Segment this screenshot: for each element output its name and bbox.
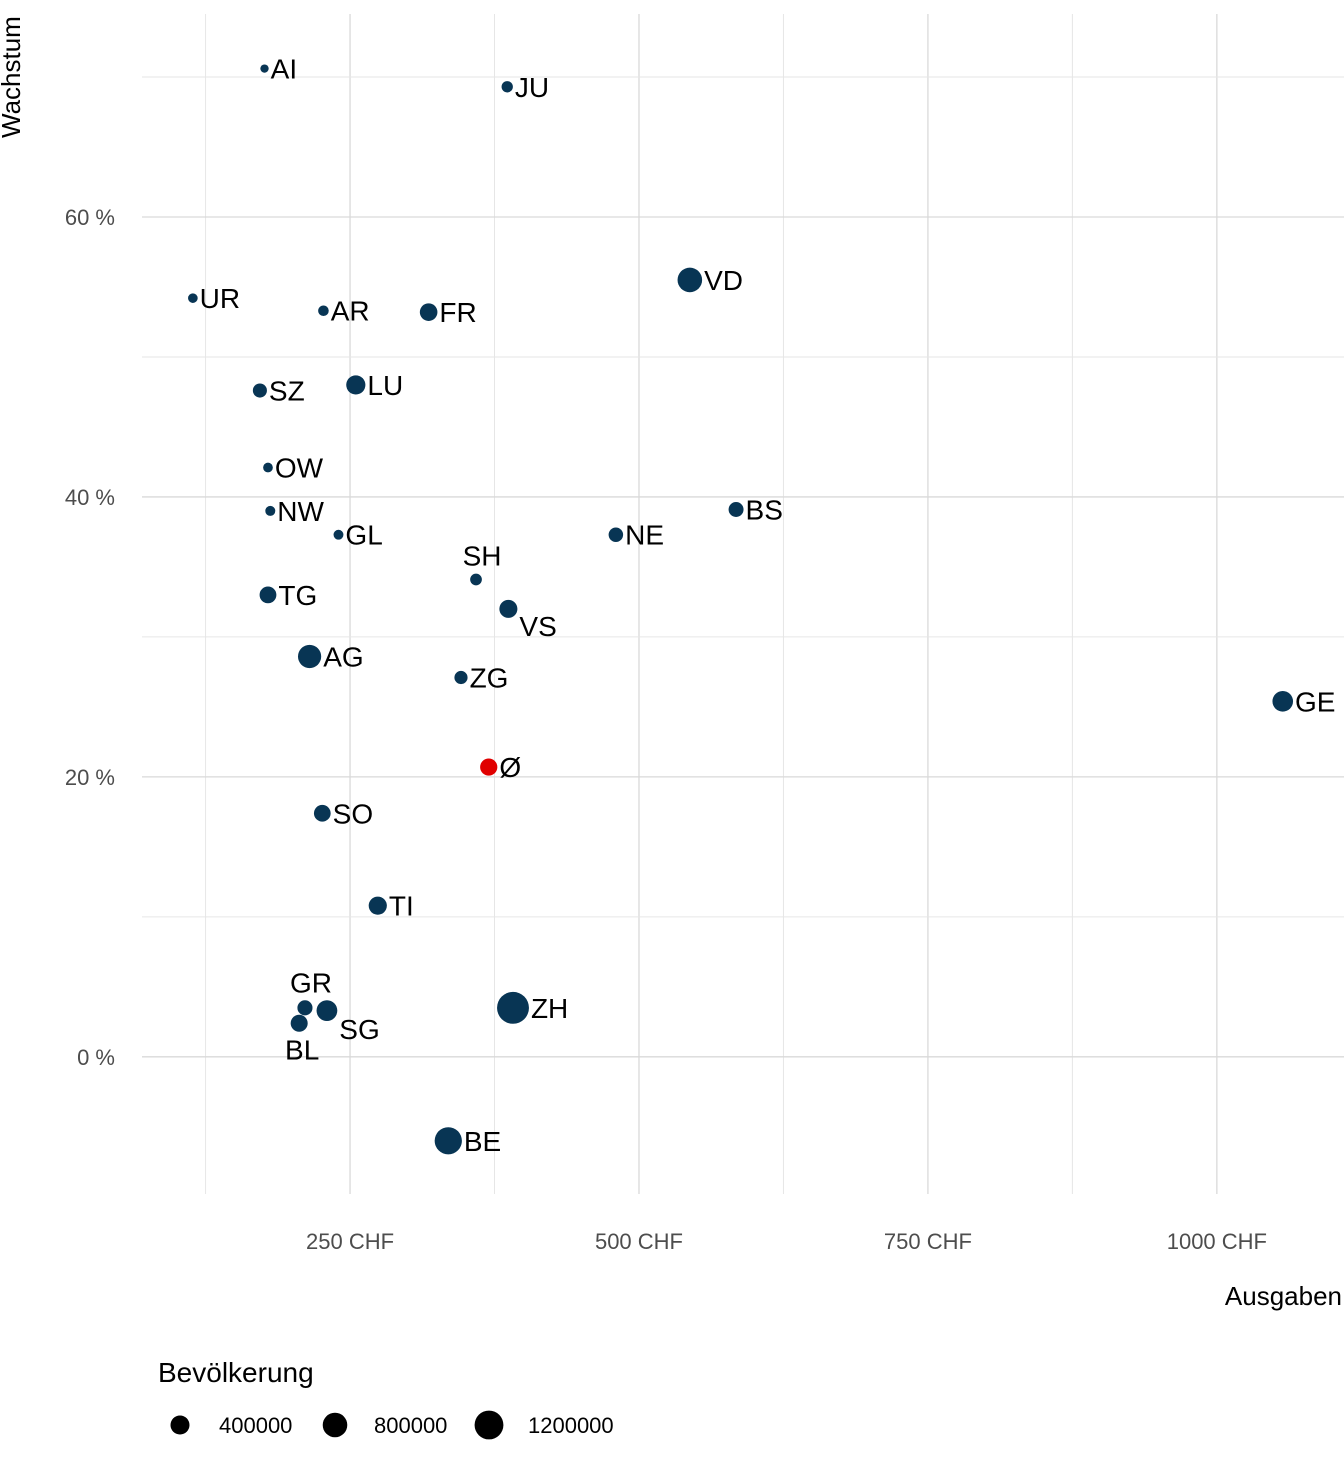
point-label-ti: TI [389, 891, 414, 922]
point-fr [419, 303, 438, 321]
point-sh [470, 573, 482, 586]
point-ow [263, 462, 273, 473]
point-ge [1272, 690, 1294, 712]
x-axis-ticks: 250 CHF 500 CHF 750 CHF 1000 CHF [306, 1229, 1267, 1254]
point-tg [259, 586, 277, 604]
point-label-sh: SH [463, 541, 502, 572]
legend-key [322, 1412, 348, 1438]
point-nw [265, 505, 276, 516]
y-axis-ticks: 0 % 20 % 40 % 60 % [65, 205, 115, 1070]
legend-key [170, 1415, 190, 1435]
point-average [480, 758, 498, 776]
point-ne [608, 527, 624, 542]
point-label-average: Ø [499, 752, 521, 783]
point-label-tg: TG [278, 580, 317, 611]
point-label-ow: OW [275, 453, 324, 484]
point-vd [677, 267, 703, 293]
point-label-ge: GE [1295, 686, 1335, 717]
point-label-sz: SZ [269, 376, 305, 407]
point-bs [728, 502, 744, 517]
point-ag [297, 644, 322, 669]
point-label-bl: BL [285, 1035, 319, 1066]
point-label-ag: AG [323, 641, 363, 672]
point-label-zh: ZH [531, 993, 568, 1024]
x-tick-label: 250 CHF [306, 1229, 394, 1254]
point-ar [318, 305, 329, 317]
point-label-ai: AI [271, 54, 297, 85]
legend-label: 800000 [374, 1413, 447, 1438]
point-label-so: SO [333, 798, 373, 829]
point-label-ju: JU [515, 72, 549, 103]
point-be [434, 1127, 462, 1155]
data-points [188, 64, 1294, 1155]
point-ju [501, 81, 513, 93]
x-tick-label: 1000 CHF [1167, 1229, 1267, 1254]
point-label-sg: SG [339, 1014, 379, 1045]
point-sz [252, 383, 267, 398]
y-tick-label: 20 % [65, 765, 115, 790]
point-so [313, 804, 331, 822]
point-label-bs: BS [746, 495, 783, 526]
legend-label: 1200000 [528, 1413, 614, 1438]
x-tick-label: 750 CHF [884, 1229, 972, 1254]
y-tick-label: 60 % [65, 205, 115, 230]
grid-lines [142, 14, 1344, 1194]
point-label-zg: ZG [470, 662, 509, 693]
point-label-ne: NE [625, 520, 664, 551]
x-tick-label: 500 CHF [595, 1229, 683, 1254]
point-label-gr: GR [290, 967, 332, 998]
point-label-vs: VS [519, 611, 556, 642]
point-label-lu: LU [367, 370, 403, 401]
point-ur [188, 293, 198, 303]
point-vs [499, 599, 518, 618]
legend-key [474, 1410, 504, 1440]
point-sg [316, 1000, 338, 1022]
point-ai [260, 64, 269, 73]
y-axis-title: Wachstum [0, 16, 26, 138]
point-label-fr: FR [439, 297, 476, 328]
point-bl [290, 1014, 308, 1032]
legend-title: Bevölkerung [158, 1357, 314, 1388]
point-label-vd: VD [704, 265, 743, 296]
point-lu [346, 375, 366, 395]
point-label-nw: NW [277, 496, 324, 527]
point-zg [454, 670, 468, 685]
y-tick-label: 0 % [77, 1045, 115, 1070]
legend-label: 400000 [219, 1413, 292, 1438]
point-label-gl: GL [345, 520, 382, 551]
point-gl [333, 529, 344, 540]
legend: Bevölkerung 400000 800000 1200000 [158, 1357, 614, 1440]
point-label-be: BE [464, 1126, 501, 1157]
point-zh [497, 991, 529, 1024]
point-label-ar: AR [331, 296, 370, 327]
x-axis-title: Ausgaben [1225, 1281, 1342, 1311]
y-tick-label: 40 % [65, 485, 115, 510]
point-gr [297, 1000, 313, 1016]
point-label-ur: UR [200, 283, 240, 314]
point-ti [368, 896, 387, 915]
